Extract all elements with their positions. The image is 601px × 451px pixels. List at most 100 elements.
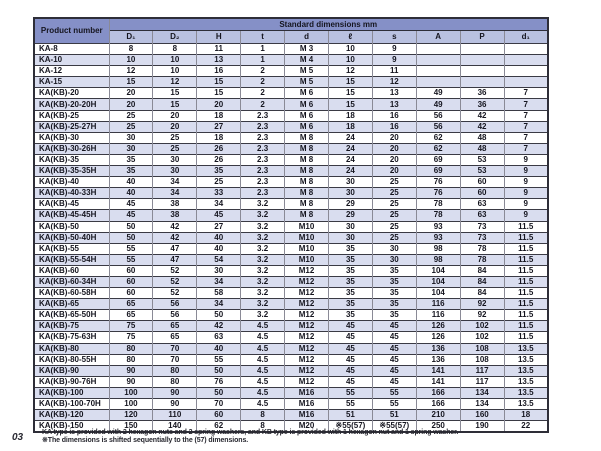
dimension-cell: 73 xyxy=(459,231,505,244)
dimension-cell: 104 xyxy=(415,287,461,299)
dimension-cell: 93 xyxy=(415,220,461,233)
dimension-cell: 92 xyxy=(459,309,505,321)
column-header: d xyxy=(284,30,329,44)
dimension-cell: 78 xyxy=(415,209,461,221)
dimension-cell: 40 xyxy=(196,242,241,255)
dimension-cell: M 8 xyxy=(284,165,329,177)
table-row: KA(KB)-55 55 47 40 3.2 M10 35 30 98 78 11.5 xyxy=(33,242,548,255)
dimension-cell: 3.2 xyxy=(240,209,285,221)
product-number-cell: KA(KB)-60-34H xyxy=(33,275,109,288)
dimension-cell: 34 xyxy=(196,298,241,310)
dimension-cell: 1 xyxy=(240,54,285,66)
dimension-cell: 15 xyxy=(196,76,241,88)
product-number-cell: KA(KB)-20 xyxy=(33,87,109,99)
dimension-cell: 90 xyxy=(108,364,153,377)
dimension-cell: 45 xyxy=(327,375,373,388)
dimension-cell: 45 xyxy=(108,198,153,210)
dimension-cell: 136 xyxy=(415,342,461,355)
dimension-cell: 3.2 xyxy=(240,298,285,310)
product-number-cell: KA(KB)-25-27H xyxy=(33,120,109,133)
dimension-cell: 65 xyxy=(108,309,153,321)
dimension-cell: 9 xyxy=(503,153,548,166)
dimension-cell: 141 xyxy=(415,364,461,377)
dimension-cell: 2.3 xyxy=(240,131,285,144)
dimension-cell: 47 xyxy=(152,242,197,255)
dimension-cell: 3.2 xyxy=(240,275,285,288)
dimension-cell: 36 xyxy=(459,98,505,111)
dimension-cell: M12 xyxy=(284,342,329,355)
dimension-cell: 4.5 xyxy=(240,375,285,388)
dimension-cell: 36 xyxy=(459,87,505,99)
product-number-cell: KA-8 xyxy=(33,42,109,55)
dimension-cell: 3.2 xyxy=(240,220,285,233)
dimension-cell: 75 xyxy=(108,320,153,332)
dimension-cell: M16 xyxy=(284,409,329,421)
dimension-cell: M 6 xyxy=(284,98,329,111)
product-number-cell: KA(KB)-100 xyxy=(33,386,109,399)
dimension-cell: 26 xyxy=(196,142,241,155)
dimension-cell: 30 xyxy=(327,220,373,233)
dimension-cell: 20 xyxy=(196,98,241,111)
dimension-cell: 20 xyxy=(371,153,417,166)
dimension-cell: 20 xyxy=(152,109,197,122)
dimension-cell: 93 xyxy=(415,231,461,244)
dimension-cell: 45 xyxy=(371,320,417,332)
dimension-cell: 22 xyxy=(503,420,548,432)
dimension-cell: 108 xyxy=(459,353,505,366)
dimension-cell: 2.3 xyxy=(240,153,285,166)
dimension-cell: 26 xyxy=(196,153,241,166)
dimension-cell: 3.2 xyxy=(240,253,285,266)
dimension-cell: 55 xyxy=(371,397,417,410)
dimension-cell: 40 xyxy=(196,231,241,244)
dimension-cell: 48 xyxy=(459,131,505,144)
dimension-cell: 11.5 xyxy=(503,220,548,233)
dimension-cell: 25 xyxy=(371,231,417,244)
dimension-cell: M12 xyxy=(284,375,329,388)
table-row: KA-8 8 8 11 1 M 3 10 9 xyxy=(33,42,548,55)
dimension-cell: 110 xyxy=(152,409,197,421)
dimension-cell: 84 xyxy=(459,275,505,288)
dimension-cell: 20 xyxy=(371,131,417,144)
dimension-cell: 4.5 xyxy=(240,386,285,399)
table-row: KA(KB)-40-33H 40 34 33 2.3 M 8 30 25 76 60 9 xyxy=(33,187,548,199)
table-row: KA(KB)-40 40 34 25 2.3 M 8 30 25 76 60 9 xyxy=(33,176,548,188)
dimension-cell: 63 xyxy=(196,331,241,344)
dimension-cell: 9 xyxy=(371,54,417,66)
dimension-cell: M 4 xyxy=(284,54,329,66)
dimension-cell: 98 xyxy=(415,242,461,255)
dimension-cell: 15 xyxy=(327,87,373,99)
product-number-cell: KA(KB)-75-63H xyxy=(33,331,109,344)
dimension-cell: 116 xyxy=(415,309,461,321)
dimension-cell: 3.2 xyxy=(240,242,285,255)
dimension-cell: 65 xyxy=(108,298,153,310)
dimension-cell: 10 xyxy=(327,42,373,55)
dimension-cell: 45 xyxy=(327,364,373,377)
dimension-cell: 38 xyxy=(152,198,197,210)
dimension-cell: 30 xyxy=(196,264,241,277)
dimension-cell: M 8 xyxy=(284,142,329,155)
dimension-cell: 10 xyxy=(152,65,197,77)
dimension-cell: 69 xyxy=(415,153,461,166)
dimension-cell: 24 xyxy=(327,165,373,177)
dimension-cell: 49 xyxy=(415,87,461,99)
dimension-cell xyxy=(459,76,505,88)
footnotes: KA type is provided with 2 hexagon nuts … xyxy=(42,429,542,446)
product-number-cell: KA(KB)-75 xyxy=(33,320,109,332)
dimension-cell: 108 xyxy=(459,342,505,355)
dimension-cell: 11.5 xyxy=(503,320,548,332)
dimension-cell: 7 xyxy=(503,142,548,155)
dimension-cell xyxy=(459,54,505,66)
dimension-cell: 25 xyxy=(152,131,197,144)
product-number-cell: KA(KB)-55 xyxy=(33,242,109,255)
dimension-cell: 90 xyxy=(108,375,153,388)
dimension-cell: 160 xyxy=(459,409,505,421)
dimension-cell: 11.5 xyxy=(503,287,548,299)
dimension-cell: 30 xyxy=(152,153,197,166)
dimension-cell: ※55(57) xyxy=(327,420,373,432)
dimension-cell: 35 xyxy=(371,309,417,321)
dimension-cell: 33 xyxy=(196,187,241,199)
dimension-cell: M 8 xyxy=(284,209,329,221)
dimension-cell xyxy=(459,65,505,77)
dimension-cell: 62 xyxy=(415,131,461,144)
